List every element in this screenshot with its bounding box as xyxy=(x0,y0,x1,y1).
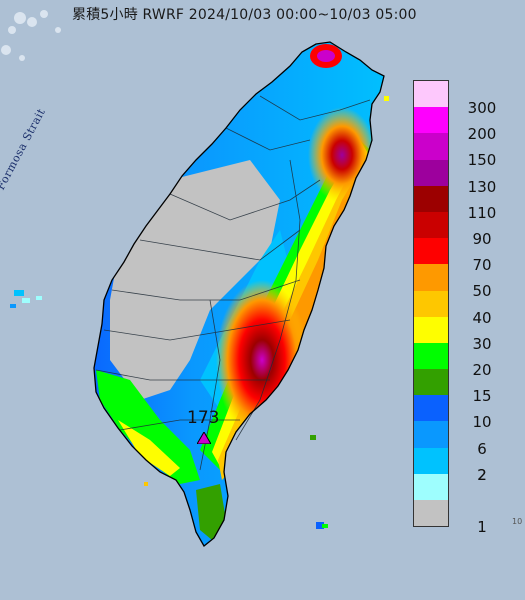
legend-label: 40 xyxy=(472,308,492,327)
legend-swatch xyxy=(414,342,448,370)
legend-swatch xyxy=(414,395,448,422)
legend-label: 50 xyxy=(472,282,492,301)
legend-label: 6 xyxy=(477,439,487,458)
legend-swatch xyxy=(414,107,448,134)
legend-swatch xyxy=(414,133,448,160)
map-title: 累積5小時 RWRF 2024/10/03 00:00~10/03 05:00 xyxy=(72,7,417,23)
legend-swatch xyxy=(414,421,448,448)
legend-swatch xyxy=(414,264,448,291)
legend-swatch xyxy=(414,238,448,265)
legend-swatch xyxy=(414,316,448,343)
legend-label: 200 xyxy=(467,125,497,144)
legend-label: 30 xyxy=(472,334,492,353)
legend-swatch xyxy=(414,159,448,186)
legend-swatch xyxy=(414,447,448,474)
legend-swatch xyxy=(414,290,448,317)
legend-label: 10 xyxy=(472,413,492,432)
legend-color-bar xyxy=(413,80,449,528)
legend-label: 2 xyxy=(477,465,487,484)
legend-label: 20 xyxy=(472,361,492,379)
max-value-label: 173 xyxy=(187,408,220,428)
legend-swatch xyxy=(414,500,448,527)
legend-swatch xyxy=(414,473,448,500)
legend-swatch xyxy=(414,369,448,396)
max-value-marker-icon xyxy=(197,432,211,444)
legend-label: 1 xyxy=(477,518,487,537)
legend-label: 300 xyxy=(467,99,497,117)
edge-label: 10 xyxy=(512,517,523,526)
legend-label: 70 xyxy=(472,256,492,275)
legend-label: 130 xyxy=(467,177,497,196)
legend-swatch xyxy=(414,211,448,239)
legend-swatch xyxy=(414,185,448,212)
legend-swatch xyxy=(414,81,448,108)
legend-label: 2 xyxy=(477,465,487,484)
legend-label: 90 xyxy=(472,230,492,248)
legend-label: 110 xyxy=(467,203,497,222)
legend-label: 15 xyxy=(472,387,492,406)
legend-label: 150 xyxy=(467,151,497,170)
